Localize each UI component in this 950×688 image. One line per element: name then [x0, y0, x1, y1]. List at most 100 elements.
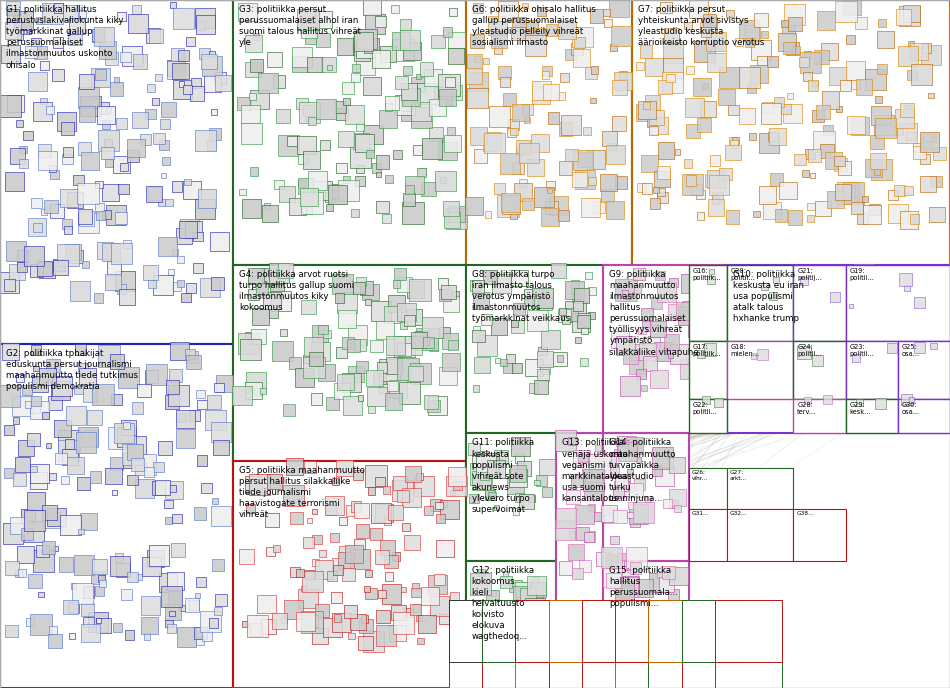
Bar	[581, 600, 649, 663]
Bar	[428, 400, 440, 411]
Bar	[805, 149, 815, 159]
Bar	[898, 399, 950, 433]
Bar	[702, 83, 708, 89]
Bar	[675, 302, 694, 320]
Bar	[197, 577, 206, 588]
Bar	[719, 67, 740, 89]
Bar	[920, 153, 930, 164]
Bar	[256, 594, 275, 613]
Bar	[739, 20, 758, 40]
Bar	[696, 310, 717, 331]
Bar	[0, 95, 21, 117]
Bar	[352, 65, 360, 72]
Bar	[548, 638, 616, 688]
Bar	[500, 359, 507, 366]
Bar	[383, 486, 390, 493]
Bar	[348, 325, 367, 345]
Bar	[110, 354, 124, 369]
Bar	[822, 92, 840, 109]
Bar	[614, 72, 632, 89]
Bar	[172, 514, 181, 524]
Bar	[615, 176, 627, 189]
Bar	[165, 380, 179, 394]
Bar	[786, 374, 806, 395]
Bar	[511, 320, 518, 327]
Bar	[135, 479, 154, 498]
Bar	[392, 39, 414, 61]
Bar	[316, 99, 336, 119]
Bar	[593, 201, 605, 213]
Bar	[46, 106, 54, 114]
Bar	[560, 73, 569, 82]
Bar	[621, 569, 630, 577]
Bar	[152, 98, 159, 105]
Bar	[425, 69, 442, 87]
Bar	[473, 326, 480, 333]
Bar	[284, 601, 303, 619]
Bar	[404, 316, 414, 326]
Bar	[160, 119, 170, 129]
Bar	[108, 427, 130, 449]
Text: G23:
politii...: G23: politii...	[849, 343, 874, 356]
Bar	[854, 264, 874, 283]
Bar	[176, 429, 195, 448]
Bar	[448, 48, 464, 63]
Bar	[643, 337, 660, 354]
Bar	[417, 83, 438, 105]
Bar	[615, 477, 629, 491]
Bar	[662, 566, 674, 579]
Bar	[542, 330, 560, 349]
Bar	[7, 9, 19, 21]
Bar	[447, 127, 455, 135]
Bar	[878, 30, 894, 47]
Bar	[439, 327, 449, 338]
Bar	[423, 336, 434, 347]
Bar	[663, 42, 683, 63]
Bar	[354, 339, 366, 351]
Bar	[90, 570, 104, 584]
Bar	[922, 138, 932, 149]
Bar	[95, 586, 104, 596]
Bar	[269, 263, 289, 283]
Bar	[522, 581, 542, 603]
Bar	[17, 34, 23, 40]
Bar	[449, 592, 459, 601]
Bar	[641, 321, 652, 332]
Bar	[303, 354, 311, 363]
Bar	[194, 233, 202, 241]
Bar	[615, 449, 620, 454]
Bar	[343, 396, 362, 415]
Bar	[757, 56, 767, 65]
Bar	[18, 22, 30, 34]
Bar	[674, 149, 680, 155]
Bar	[194, 507, 206, 520]
Bar	[731, 369, 751, 390]
Bar	[516, 149, 522, 155]
Bar	[855, 17, 867, 30]
Bar	[556, 431, 577, 451]
Bar	[73, 175, 84, 185]
Bar	[656, 467, 674, 486]
Bar	[233, 265, 466, 461]
Bar	[299, 102, 320, 123]
Bar	[92, 28, 104, 41]
Bar	[511, 437, 530, 456]
Bar	[542, 72, 549, 78]
Bar	[749, 347, 762, 361]
Bar	[54, 420, 71, 437]
Bar	[858, 358, 866, 367]
Bar	[117, 12, 125, 21]
Bar	[119, 433, 125, 440]
Bar	[53, 546, 58, 551]
Bar	[375, 550, 389, 563]
Bar	[123, 453, 138, 468]
Bar	[478, 480, 488, 490]
Bar	[238, 97, 251, 110]
Bar	[379, 359, 400, 381]
Bar	[693, 344, 700, 352]
Bar	[402, 88, 420, 107]
Bar	[777, 272, 792, 288]
Bar	[614, 510, 627, 524]
Bar	[421, 182, 435, 196]
Bar	[878, 19, 886, 28]
